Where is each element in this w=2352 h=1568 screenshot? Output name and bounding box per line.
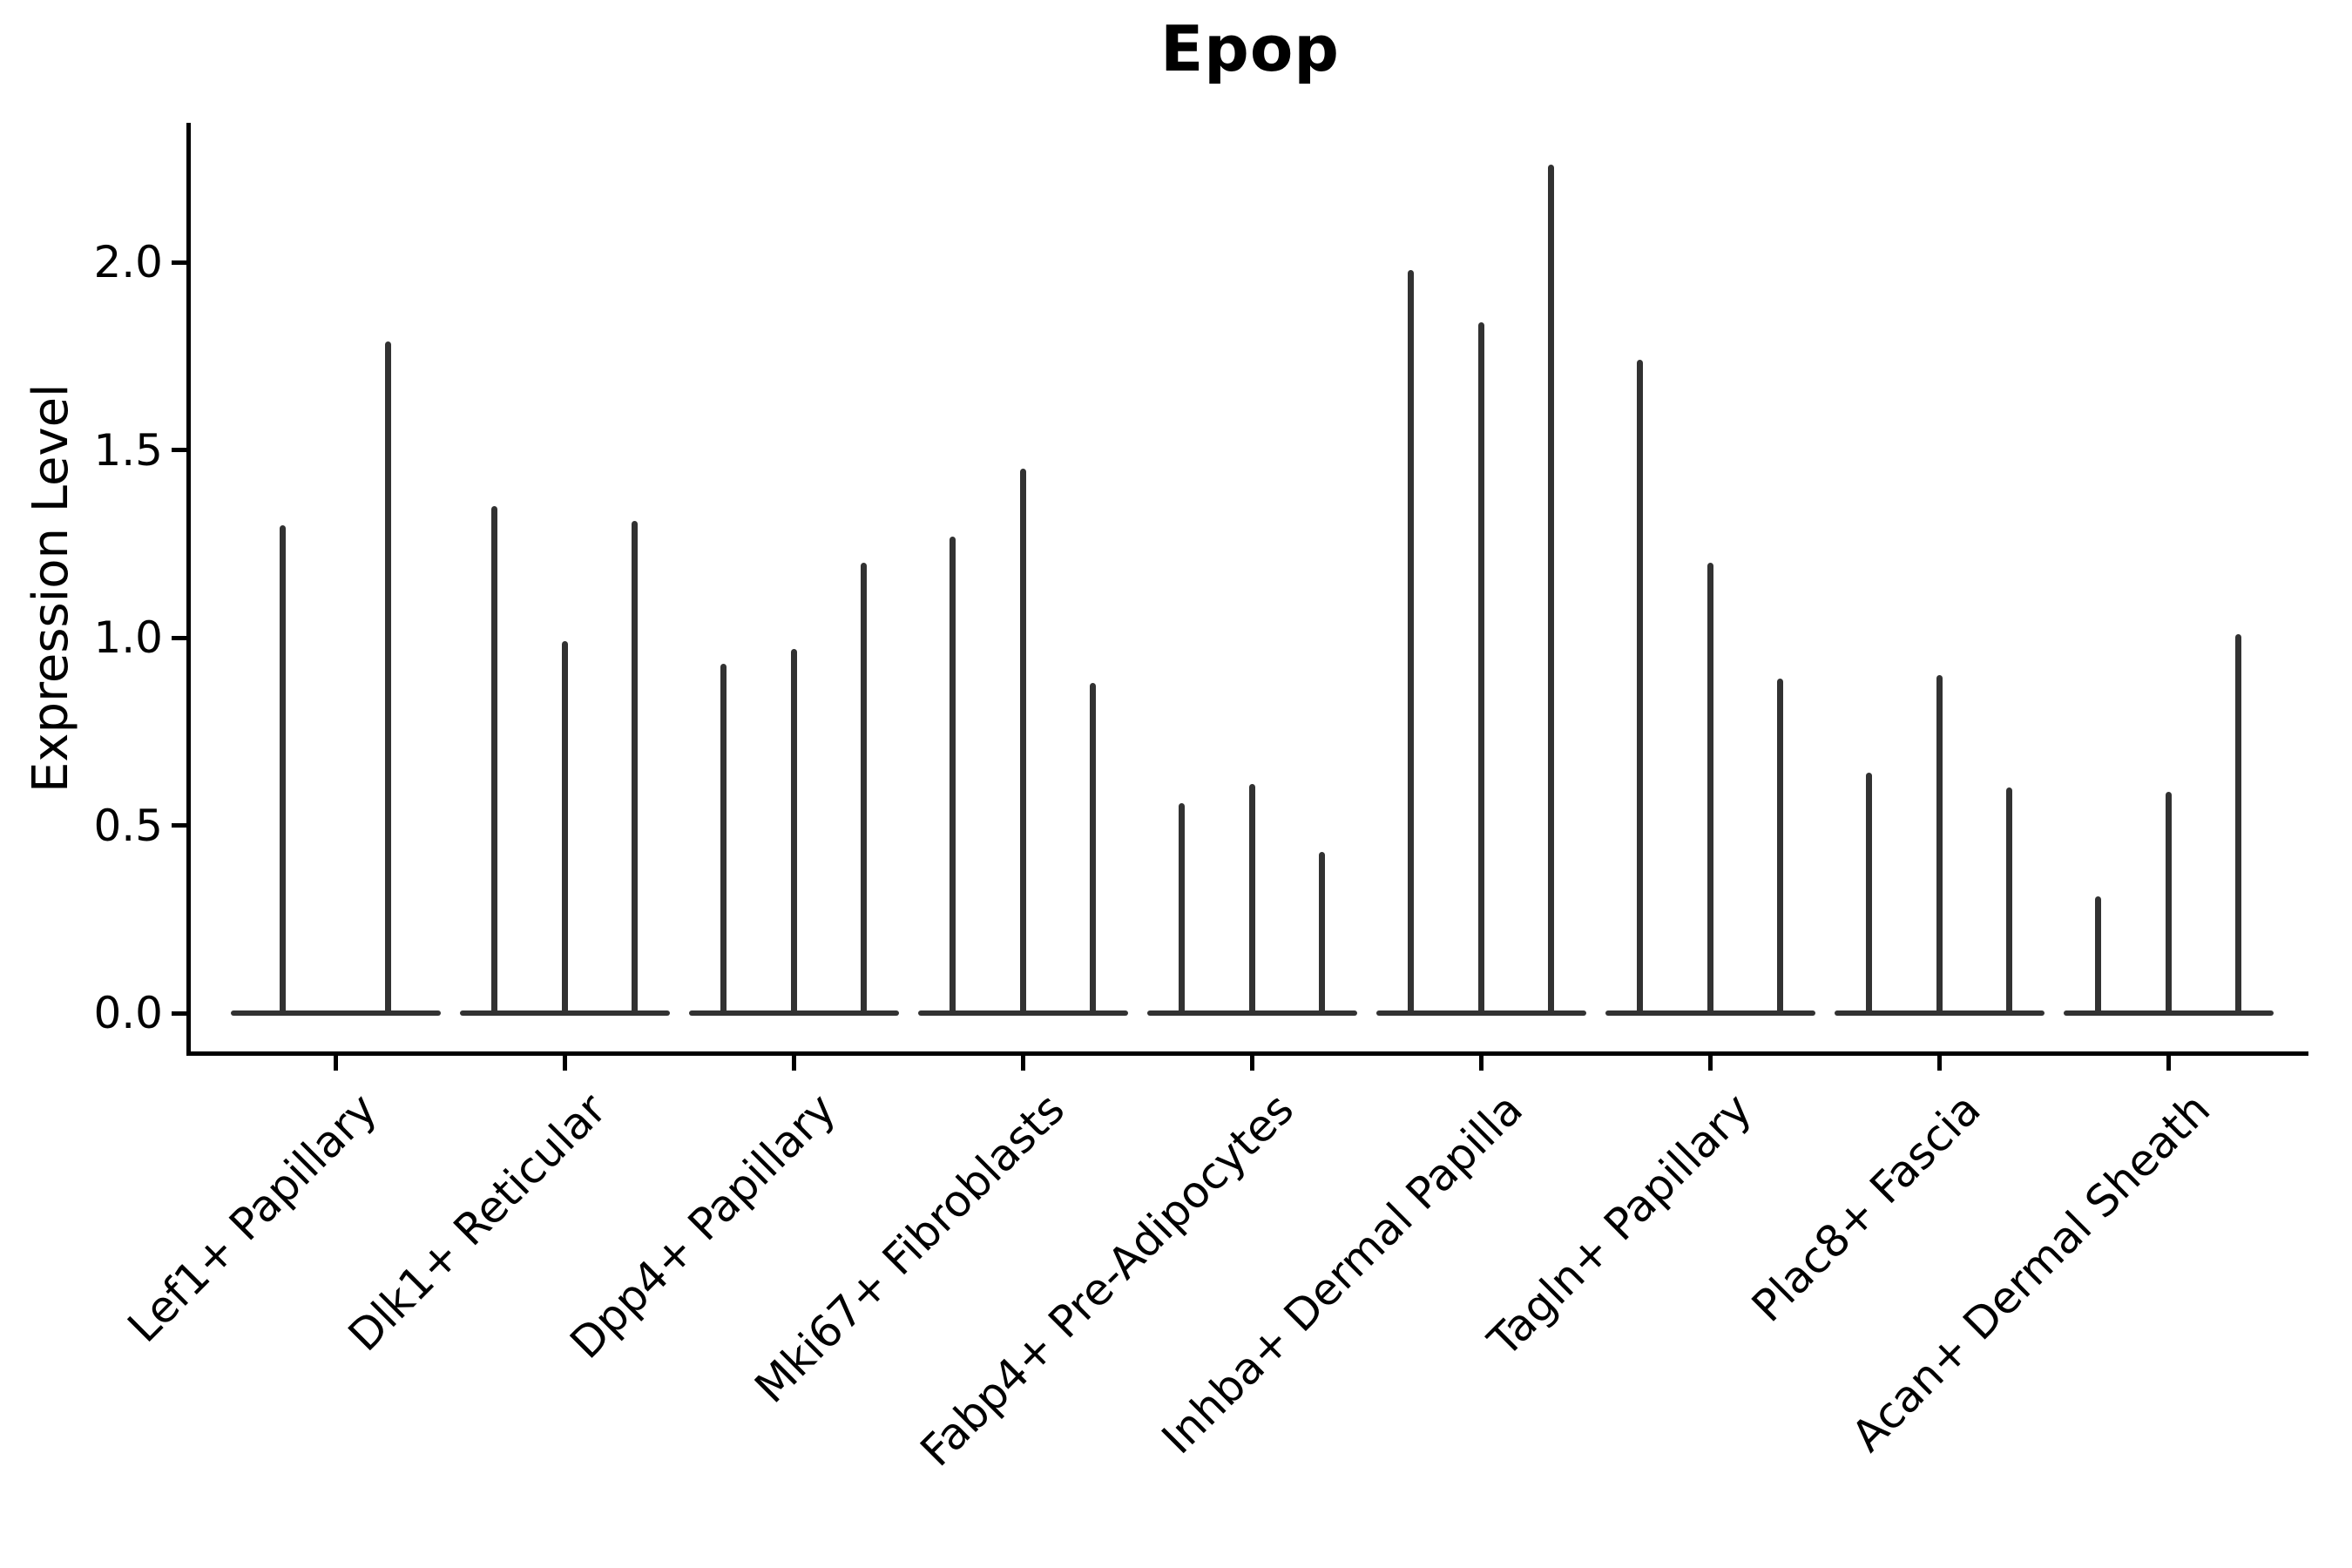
- y-axis-tick: [172, 448, 186, 452]
- violin-spike: [1179, 802, 1186, 1016]
- violin-spike: [860, 562, 867, 1016]
- violin-spike: [280, 524, 287, 1016]
- x-axis-tick: [562, 1055, 567, 1071]
- violin-spike: [1776, 679, 1783, 1016]
- violin-spike: [1318, 851, 1325, 1016]
- violin-spike: [720, 664, 727, 1016]
- violin-spike: [2165, 791, 2172, 1016]
- y-tick-label: 0.5: [93, 800, 163, 851]
- x-axis-tick: [2166, 1055, 2171, 1071]
- violin-spike: [561, 641, 568, 1016]
- x-tick-label: Fabp4+ Pre-Adipocytes: [910, 1084, 1304, 1477]
- x-tick-label: Plac8+ Fascia: [1742, 1084, 1991, 1332]
- violin-spike: [491, 506, 498, 1016]
- violin-spike: [631, 521, 638, 1016]
- violin-spike: [1408, 269, 1415, 1016]
- violin-spike: [1019, 469, 1026, 1016]
- violin-spike: [384, 341, 391, 1016]
- violin-spike: [1866, 773, 1873, 1016]
- x-axis-line: [186, 1051, 2308, 1056]
- x-axis-tick: [1020, 1055, 1025, 1071]
- x-axis-tick: [1478, 1055, 1484, 1071]
- violin-spike: [1936, 675, 1943, 1016]
- y-axis-tick: [172, 1010, 186, 1016]
- violin-spike: [1547, 164, 1554, 1016]
- y-axis-tick: [172, 635, 186, 640]
- y-axis-line: [186, 123, 191, 1056]
- x-axis-tick: [1936, 1055, 1942, 1071]
- violin-spike: [950, 536, 956, 1016]
- violin-spike: [1477, 321, 1484, 1016]
- violin-spike: [1637, 360, 1644, 1016]
- violin-spike: [1089, 682, 1096, 1016]
- violin-spike: [1707, 562, 1713, 1016]
- y-tick-label: 0.0: [93, 988, 163, 1038]
- y-tick-label: 1.5: [93, 424, 163, 476]
- x-axis-tick: [791, 1055, 796, 1071]
- y-tick-label: 1.0: [93, 612, 163, 663]
- x-axis-tick: [1249, 1055, 1254, 1071]
- violin-spike: [1248, 784, 1255, 1016]
- y-axis-tick: [172, 823, 186, 828]
- violin-spike: [2005, 787, 2012, 1016]
- x-axis-tick: [333, 1055, 338, 1071]
- violin-baseline: [230, 1010, 441, 1016]
- y-axis-tick: [172, 260, 186, 265]
- violin-spike: [2095, 896, 2102, 1016]
- x-axis-tick: [1707, 1055, 1713, 1071]
- y-tick-label: 2.0: [93, 237, 163, 287]
- violin-spike: [790, 648, 797, 1016]
- x-tick-label: Lef1+ Papillary: [118, 1084, 388, 1353]
- chart-title: Epop: [1160, 12, 1340, 85]
- violin-spike: [2234, 633, 2241, 1016]
